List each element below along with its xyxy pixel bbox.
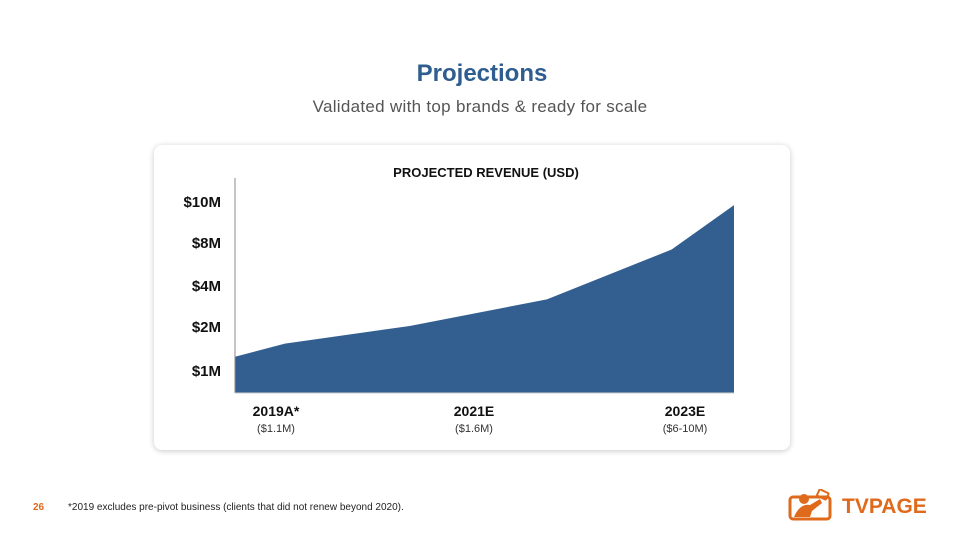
revenue-area	[235, 205, 734, 393]
chart-title: PROJECTED REVENUE (USD)	[393, 165, 579, 180]
tvpage-logo-icon	[788, 489, 832, 521]
footnote: *2019 excludes pre-pivot business (clien…	[68, 502, 404, 513]
page-title: Projections	[416, 60, 548, 87]
x-tick-label: 2019A*	[253, 403, 300, 419]
logo-text: TVPAGE	[842, 495, 927, 518]
y-tick-label: $1M	[192, 363, 221, 380]
x-tick-sublabel: ($6-10M)	[663, 423, 708, 435]
page-number: 26	[33, 502, 45, 513]
x-tick-sublabel: ($1.6M)	[455, 423, 493, 435]
y-tick-label: $8M	[192, 235, 221, 252]
x-tick-label: 2021E	[454, 403, 494, 419]
x-tick-sublabel: ($1.1M)	[257, 423, 295, 435]
x-tick-label: 2023E	[665, 403, 705, 419]
y-tick-label: $10M	[183, 194, 221, 211]
y-tick-label: $2M	[192, 319, 221, 336]
y-tick-label: $4M	[192, 278, 221, 295]
page-subtitle: Validated with top brands & ready for sc…	[312, 97, 648, 116]
